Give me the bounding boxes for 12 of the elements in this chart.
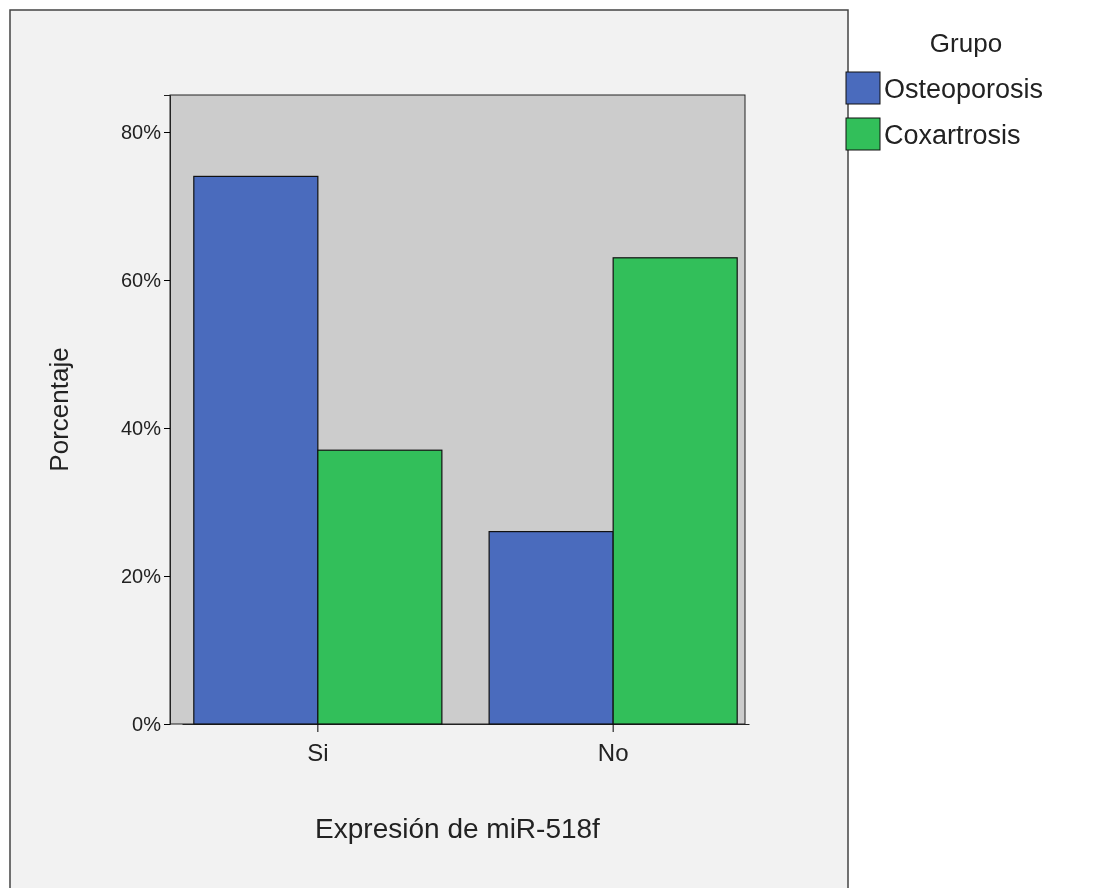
y-tick-label: 0% bbox=[132, 712, 162, 735]
x-tick-label: Si bbox=[307, 739, 329, 767]
y-tick-label: 80% bbox=[120, 120, 162, 143]
legend-label: Coxartrosis bbox=[884, 120, 1021, 150]
y-axis-title: Porcentaje bbox=[44, 347, 74, 472]
y-tick-label: 20% bbox=[120, 564, 162, 587]
legend-title: Grupo bbox=[929, 28, 1003, 58]
legend-label: Osteoporosis bbox=[884, 74, 1044, 104]
y-tick-label: 60% bbox=[120, 268, 162, 291]
x-tick-label: No bbox=[597, 739, 629, 767]
y-tick-label: 40% bbox=[120, 416, 162, 439]
x-axis-title: Expresión de miR-518f bbox=[315, 813, 601, 844]
